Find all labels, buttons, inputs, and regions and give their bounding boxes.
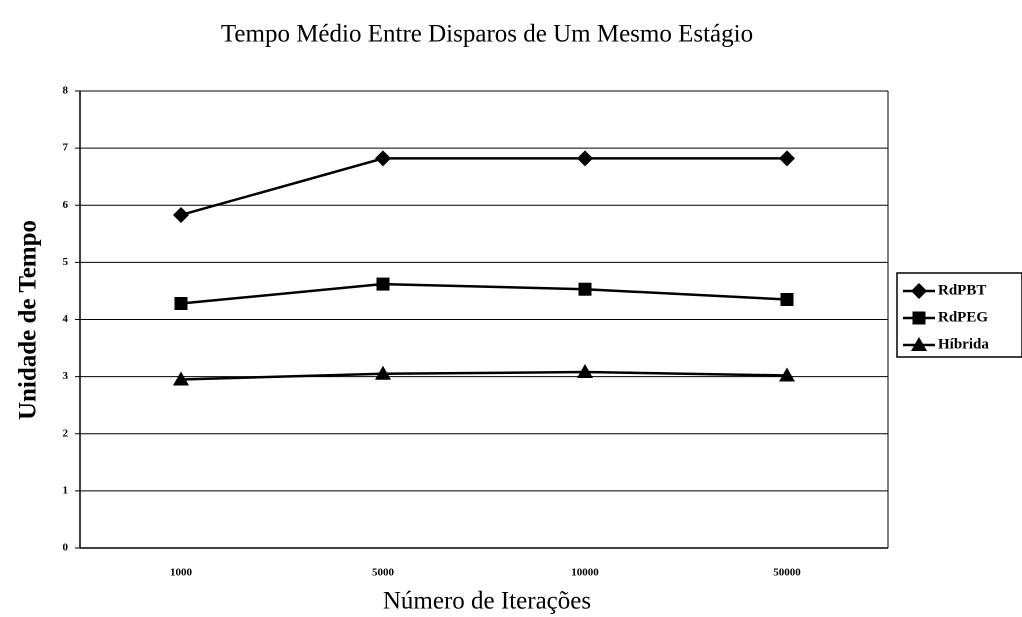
legend-label: Híbrida	[938, 336, 989, 352]
data-point	[779, 150, 795, 167]
y-tick-label: 6	[63, 199, 69, 211]
series-line	[180, 370, 788, 381]
data-point	[577, 364, 593, 379]
series-line	[180, 282, 788, 305]
data-point	[375, 150, 391, 167]
x-tick-label: 1000	[170, 567, 193, 579]
legend-label: RdPEG	[938, 309, 988, 325]
x-tick-label: 5000	[372, 567, 395, 579]
legend-marker	[912, 311, 926, 325]
y-tick-label: 8	[63, 85, 69, 97]
data-point	[174, 297, 188, 311]
x-axis-label: Número de Iterações	[383, 588, 591, 615]
data-point	[173, 206, 189, 223]
data-point	[376, 277, 390, 291]
y-tick-label: 0	[63, 542, 69, 554]
x-tick-label: 50000	[773, 567, 801, 579]
y-tick-label: 4	[63, 313, 69, 325]
y-tick-label: 5	[63, 256, 69, 268]
data-point	[578, 282, 592, 296]
y-axis-label: Unidade de Tempo	[15, 220, 42, 420]
series-line	[180, 157, 787, 217]
y-tick-label: 3	[63, 370, 69, 382]
legend-label: RdPBT	[938, 282, 986, 298]
legend-marker	[911, 337, 927, 351]
chart-title: Tempo Médio Entre Disparos de Um Mesmo E…	[221, 21, 753, 48]
y-tick-label: 7	[63, 142, 69, 154]
data-point	[375, 365, 391, 380]
y-tick-label: 1	[63, 484, 69, 496]
y-tick-label: 2	[63, 427, 69, 439]
data-point	[173, 371, 189, 386]
legend-marker	[911, 283, 927, 299]
x-tick-label: 10000	[571, 567, 599, 579]
data-point	[779, 367, 795, 382]
data-point	[780, 293, 794, 307]
data-point	[577, 150, 593, 167]
